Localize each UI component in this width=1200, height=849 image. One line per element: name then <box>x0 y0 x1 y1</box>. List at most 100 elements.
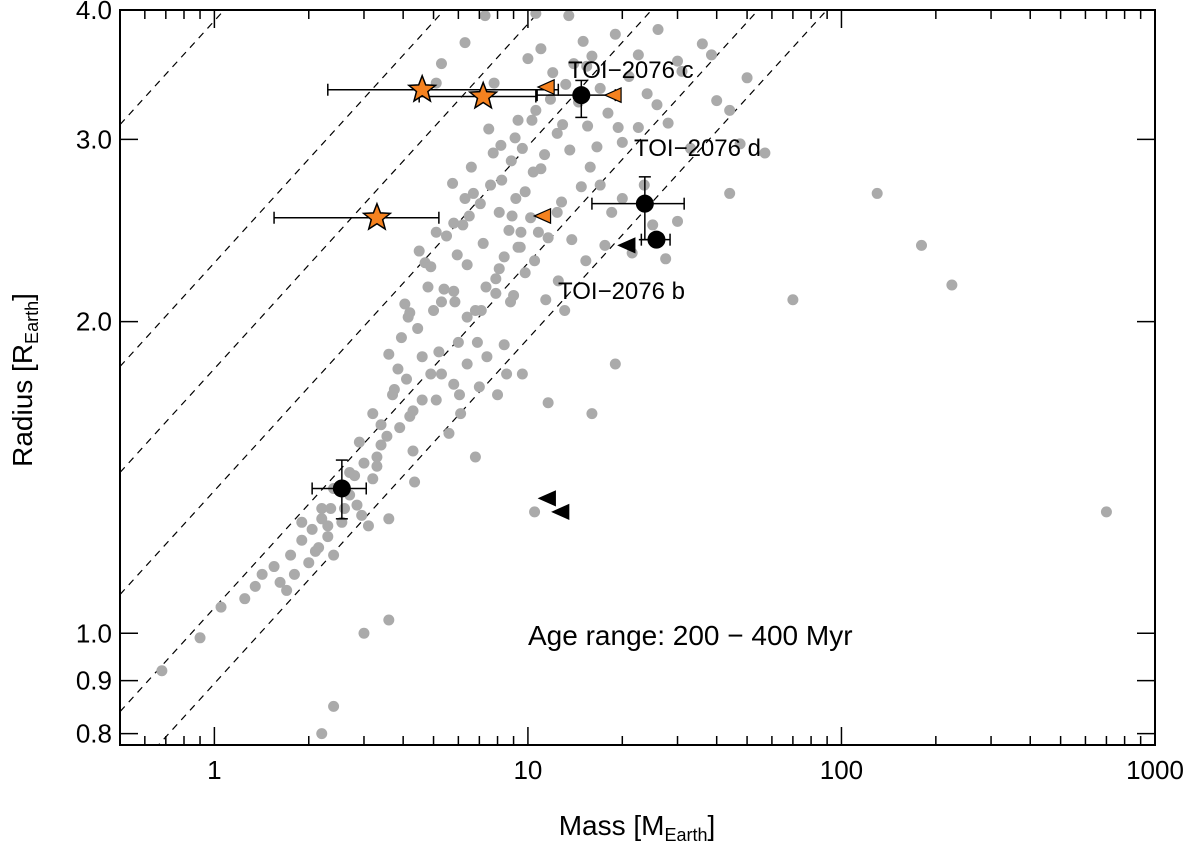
known-planet-point <box>540 294 552 306</box>
known-planet-point <box>392 363 404 375</box>
density-line-3 <box>120 10 653 595</box>
density-line-4 <box>120 10 759 713</box>
known-planet-point <box>759 147 771 159</box>
known-planet-point <box>490 273 502 285</box>
known-planet-point <box>487 147 499 159</box>
known-planet-point <box>498 251 510 263</box>
known-planet-point <box>383 614 395 626</box>
known-planet-point <box>296 516 308 528</box>
known-planet-point <box>483 123 495 135</box>
known-planet-point <box>705 49 717 61</box>
orange-upper-limit-marker-2 <box>532 207 552 225</box>
known-planet-point <box>623 71 635 83</box>
x-tick-label: 10 <box>513 755 542 785</box>
black-upper-limit-marker-2 <box>551 503 570 521</box>
known-planet-point <box>422 281 434 293</box>
known-planet-point <box>453 389 465 401</box>
known-planet-point <box>787 294 799 306</box>
known-planet-point <box>672 215 684 227</box>
known-planet-point <box>362 520 374 532</box>
axis-tick-labels: 1 10 100 1000 0.8 0.9 1.0 2.0 3.0 4.0 <box>76 0 1184 785</box>
known-planet-point <box>505 155 517 167</box>
known-planet-point <box>496 174 508 186</box>
known-planet-point <box>309 545 321 557</box>
known-planet-point <box>734 138 746 150</box>
known-planet-point <box>594 82 606 94</box>
y-tick-label: 3.0 <box>76 124 112 154</box>
known-planet-point <box>488 77 500 89</box>
known-planet-point <box>551 127 563 139</box>
known-planet-point <box>371 460 383 472</box>
known-planet-point <box>660 253 672 265</box>
known-planet-point <box>438 283 450 295</box>
annotations: TOI−2076 c TOI−2076 d TOI−2076 b Age ran… <box>528 57 853 651</box>
known-planet-point <box>416 394 428 406</box>
known-planet-point <box>375 439 387 451</box>
known-planet-point <box>559 305 571 317</box>
orange-upper-limit-marker-1 <box>603 87 622 104</box>
known-planet-point <box>471 336 483 348</box>
known-planet-point <box>306 523 318 535</box>
known-planet-point <box>381 430 393 442</box>
x-tick-label: 100 <box>820 755 863 785</box>
known-planet-point <box>584 161 596 173</box>
known-planet-point <box>684 142 696 154</box>
known-planet-point <box>609 28 621 40</box>
known-planet-point <box>696 38 708 50</box>
known-planet-point <box>509 132 521 144</box>
orange-upper-limit-marker-0 <box>536 78 555 96</box>
known-planets-series <box>156 10 1112 740</box>
known-planet-point <box>616 193 628 205</box>
known-planet-point <box>501 368 513 380</box>
known-planet-point <box>535 163 547 175</box>
known-planet-point <box>461 311 473 323</box>
measured-marker-1 <box>635 194 654 213</box>
known-planet-point <box>711 95 723 107</box>
y-axis-label: Radius [REarth] <box>7 293 42 467</box>
known-planet-point <box>480 281 492 293</box>
y-tick-label: 0.9 <box>76 666 112 696</box>
known-planet-point <box>371 451 383 463</box>
star-marker-2 <box>361 201 393 231</box>
known-planet-point <box>194 632 206 644</box>
known-planet-point <box>413 245 425 257</box>
known-planet-point <box>560 78 572 90</box>
black-upper-limit-marker-0 <box>617 237 636 254</box>
known-planet-point <box>281 584 293 596</box>
known-planet-point <box>741 72 753 84</box>
known-planet-point <box>325 502 337 514</box>
known-planet-point <box>532 226 544 238</box>
known-planet-point <box>375 419 387 431</box>
known-planet-point <box>316 728 328 740</box>
known-planet-point <box>399 298 411 310</box>
known-planet-point <box>563 10 575 22</box>
known-planet-point <box>530 104 542 116</box>
known-planet-point <box>249 580 261 592</box>
known-planet-point <box>616 136 628 148</box>
known-planet-point <box>474 198 486 210</box>
known-planet-point <box>632 49 644 61</box>
known-planet-point <box>577 35 589 47</box>
known-planet-point <box>367 473 379 485</box>
known-planet-point <box>430 394 442 406</box>
known-planet-point <box>449 296 461 308</box>
known-planet-point <box>503 224 515 236</box>
known-planet-point <box>322 520 334 532</box>
known-planet-point <box>606 206 618 218</box>
known-planet-point <box>383 348 395 360</box>
known-planet-point <box>581 60 593 72</box>
known-planet-point <box>510 193 522 205</box>
known-planet-point <box>338 502 350 514</box>
known-planet-point <box>556 196 568 208</box>
known-planet-point <box>425 261 437 273</box>
annotation-toi-2076-b: TOI−2076 b <box>558 278 685 305</box>
known-planet-point <box>599 239 611 251</box>
known-planet-point <box>676 65 688 77</box>
known-planet-point <box>356 509 368 521</box>
known-planet-point <box>542 232 554 244</box>
known-planet-point <box>724 104 736 116</box>
known-planet-point <box>568 58 580 70</box>
plot-frame <box>119 9 1156 746</box>
known-planet-point <box>529 506 541 518</box>
known-planet-point <box>475 305 487 317</box>
